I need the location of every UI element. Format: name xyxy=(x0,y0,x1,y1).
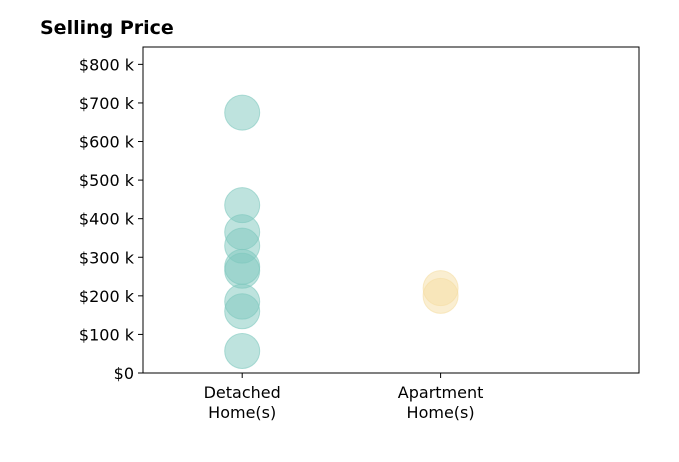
x-axis: Detached Home(s) Apartment Home(s) xyxy=(204,373,484,422)
scatter-point xyxy=(224,94,261,131)
scatter-point xyxy=(224,293,261,330)
scatter-point xyxy=(224,333,261,370)
y-tick-label: $200 k xyxy=(79,287,135,306)
y-tick-label: $400 k xyxy=(79,210,135,229)
y-tick-label: $800 k xyxy=(79,55,135,74)
y-tick-label: $0 xyxy=(114,364,134,383)
x-tick-label: Apartment Home(s) xyxy=(398,383,484,422)
scatter-point xyxy=(422,277,459,314)
x-tick-label: Detached Home(s) xyxy=(204,383,281,422)
plot-area xyxy=(142,46,640,374)
data-points xyxy=(224,94,459,370)
y-axis: $0 $100 k $200 k $300 k $400 k $500 k $600 k $7… xyxy=(79,55,143,383)
y-tick-label: $500 k xyxy=(79,171,135,190)
scatter-point xyxy=(224,252,261,289)
y-tick-label: $300 k xyxy=(79,248,135,267)
chart-title: Selling Price xyxy=(40,17,174,39)
y-tick-label: $100 k xyxy=(79,325,135,344)
y-tick-label: $700 k xyxy=(79,94,135,113)
y-tick-label: $600 k xyxy=(79,133,135,152)
